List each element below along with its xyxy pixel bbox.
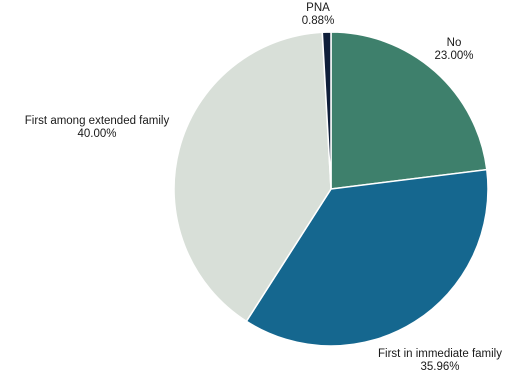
pie-slice-pna — [321, 31, 332, 190]
slice-label-first-among-extended-family: First among extended family — [25, 115, 170, 127]
pie-slices — [173, 31, 489, 347]
slice-value-first-in-immediate-family: 35.96% — [420, 361, 459, 373]
slice-value-first-among-extended-family: 40.00% — [77, 128, 116, 140]
slice-value-no: 23.00% — [434, 50, 473, 62]
slice-label-pna: PNA — [306, 2, 330, 14]
pie-slice-first-in-immediate-family — [245, 168, 489, 347]
slice-value-pna: 0.88% — [302, 15, 335, 27]
pie-slice-first-among-extended-family — [173, 31, 332, 323]
slice-label-first-in-immediate-family: First in immediate family — [378, 348, 502, 360]
pie-slice-no — [330, 31, 488, 190]
slice-label-no: No — [447, 37, 462, 49]
